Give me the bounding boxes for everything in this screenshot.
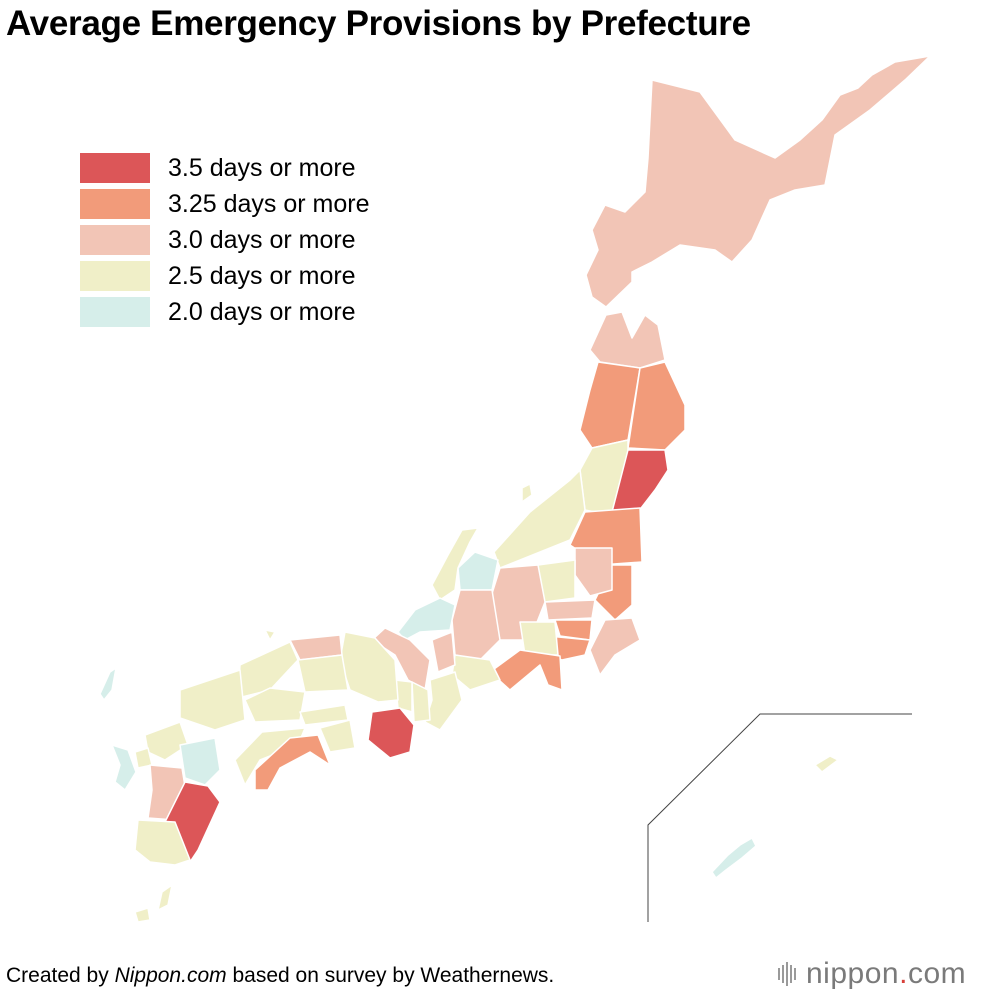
region-yakushima <box>134 907 151 923</box>
legend-swatch <box>80 189 150 219</box>
region-hiroshima <box>244 687 306 723</box>
region-yamanashi <box>519 621 559 656</box>
legend-item: 3.5 days or more <box>80 150 370 186</box>
region-niigata <box>493 469 586 569</box>
region-okayama <box>297 654 349 693</box>
region-gifu <box>451 589 501 661</box>
region-yamaguchi <box>179 669 246 731</box>
logo-dot: . <box>899 957 908 990</box>
credit-prefix: Created by <box>6 964 115 987</box>
region-tsushima <box>99 667 117 701</box>
legend-swatch <box>80 225 150 255</box>
region-oki-islands <box>264 629 276 641</box>
legend-label: 2.0 days or more <box>168 297 356 326</box>
region-okinawa <box>711 837 757 879</box>
map-title: Average Emergency Provisions by Prefectu… <box>6 4 751 43</box>
region-shiga <box>431 631 456 673</box>
okinawa-inset-border <box>647 713 912 922</box>
region-ishikawa <box>431 527 479 601</box>
legend-swatch <box>80 297 150 327</box>
region-toyama <box>457 551 499 591</box>
region-tanegashima <box>157 884 173 911</box>
region-wakayama <box>367 707 415 759</box>
region-nara <box>411 681 431 723</box>
region-saitama <box>544 599 596 621</box>
region-shizuoka <box>489 649 563 691</box>
region-tokushima <box>319 719 356 753</box>
region-kagoshima <box>134 819 191 866</box>
nippon-logo: nippon.com <box>778 954 966 994</box>
region-nagasaki <box>111 744 137 791</box>
region-hokkaido <box>585 55 931 308</box>
legend-label: 3.5 days or more <box>168 153 356 182</box>
credit-site: Nippon.com <box>114 964 227 987</box>
legend-swatch <box>80 153 150 183</box>
logo-bars-icon <box>778 962 798 986</box>
legend-item: 2.0 days or more <box>80 294 370 330</box>
legend-item: 2.5 days or more <box>80 258 370 294</box>
region-oita <box>179 737 221 786</box>
region-mie <box>424 671 463 731</box>
logo-name: nippon <box>806 957 900 990</box>
logo-tld: com <box>907 957 967 990</box>
region-tochigi <box>574 547 613 597</box>
region-aichi <box>451 654 501 691</box>
legend-label: 3.0 days or more <box>168 225 356 254</box>
credit-suffix: based on survey by Weathernews. <box>226 964 555 987</box>
region-fukui <box>397 597 456 641</box>
legend-item: 3.0 days or more <box>80 222 370 258</box>
region-aomori <box>589 311 666 369</box>
source-credit: Created by Nippon.com based on survey by… <box>6 964 554 988</box>
legend-label: 3.25 days or more <box>168 189 370 218</box>
region-kochi <box>254 734 331 791</box>
legend-item: 3.25 days or more <box>80 186 370 222</box>
region-amami-islands <box>814 755 839 773</box>
legend: 3.5 days or more 3.25 days or more 3.0 d… <box>80 150 370 330</box>
region-chiba <box>589 617 641 676</box>
logo-wordmark: nippon.com <box>806 957 966 991</box>
region-sado-island <box>521 483 533 503</box>
legend-swatch <box>80 261 150 291</box>
legend-label: 2.5 days or more <box>168 261 356 290</box>
